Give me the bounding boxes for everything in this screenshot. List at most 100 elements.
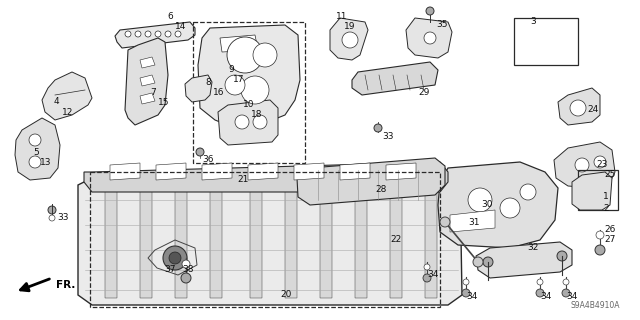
Text: 18: 18 xyxy=(251,110,262,119)
Circle shape xyxy=(165,31,171,37)
Polygon shape xyxy=(390,180,402,298)
Text: 7: 7 xyxy=(150,88,156,97)
Text: 34: 34 xyxy=(466,292,477,301)
Circle shape xyxy=(426,7,434,15)
Polygon shape xyxy=(202,163,232,180)
Text: 6: 6 xyxy=(167,12,173,21)
Text: 29: 29 xyxy=(418,88,429,97)
Text: 11: 11 xyxy=(336,12,348,21)
Circle shape xyxy=(145,31,151,37)
Circle shape xyxy=(342,32,358,48)
Circle shape xyxy=(520,184,536,200)
Polygon shape xyxy=(248,163,278,180)
Text: 13: 13 xyxy=(40,158,51,167)
Text: 32: 32 xyxy=(527,243,538,252)
Circle shape xyxy=(594,156,606,168)
Text: 15: 15 xyxy=(158,98,170,107)
Text: 3: 3 xyxy=(530,17,536,26)
Polygon shape xyxy=(125,38,168,125)
Circle shape xyxy=(468,188,492,212)
Polygon shape xyxy=(355,180,367,298)
Polygon shape xyxy=(218,100,278,145)
Polygon shape xyxy=(220,35,258,52)
Polygon shape xyxy=(386,163,416,180)
Text: 34: 34 xyxy=(540,292,552,301)
Polygon shape xyxy=(352,62,438,95)
Text: 23: 23 xyxy=(596,160,607,169)
Text: 31: 31 xyxy=(468,218,479,227)
Polygon shape xyxy=(15,118,60,180)
Circle shape xyxy=(537,279,543,285)
Polygon shape xyxy=(198,25,300,128)
Circle shape xyxy=(181,273,191,283)
Circle shape xyxy=(562,289,570,297)
Polygon shape xyxy=(450,210,495,232)
Text: 30: 30 xyxy=(481,200,493,209)
Polygon shape xyxy=(110,163,140,180)
Bar xyxy=(193,22,305,163)
Text: 17: 17 xyxy=(233,75,244,84)
Circle shape xyxy=(374,124,382,132)
Bar xyxy=(578,170,618,210)
Circle shape xyxy=(29,156,41,168)
Text: 5: 5 xyxy=(33,148,39,157)
Text: 35: 35 xyxy=(436,20,447,29)
Circle shape xyxy=(29,134,41,146)
Polygon shape xyxy=(438,162,558,248)
Polygon shape xyxy=(572,172,612,210)
Circle shape xyxy=(463,279,469,285)
Polygon shape xyxy=(294,163,324,180)
Text: 20: 20 xyxy=(280,290,291,299)
Polygon shape xyxy=(476,242,572,278)
Text: 26: 26 xyxy=(604,225,616,234)
Text: 24: 24 xyxy=(587,105,598,114)
Polygon shape xyxy=(406,18,452,58)
Circle shape xyxy=(169,252,181,264)
Circle shape xyxy=(196,148,204,156)
Circle shape xyxy=(557,251,567,261)
Circle shape xyxy=(225,75,245,95)
Circle shape xyxy=(253,115,267,129)
Polygon shape xyxy=(140,93,155,104)
Circle shape xyxy=(253,43,277,67)
Polygon shape xyxy=(554,142,615,188)
Polygon shape xyxy=(84,162,448,192)
Circle shape xyxy=(48,206,56,214)
Polygon shape xyxy=(78,168,462,305)
Polygon shape xyxy=(42,72,92,120)
Circle shape xyxy=(49,215,55,221)
Circle shape xyxy=(440,217,450,227)
Text: 33: 33 xyxy=(57,213,68,222)
Polygon shape xyxy=(210,180,222,298)
Text: 34: 34 xyxy=(566,292,577,301)
Text: 33: 33 xyxy=(382,132,394,141)
Circle shape xyxy=(596,231,604,239)
Polygon shape xyxy=(115,22,195,48)
Text: S9A4B4910A: S9A4B4910A xyxy=(570,301,620,310)
Circle shape xyxy=(235,115,249,129)
Polygon shape xyxy=(330,18,368,60)
Circle shape xyxy=(135,31,141,37)
Polygon shape xyxy=(140,180,152,298)
Text: 27: 27 xyxy=(604,235,616,244)
Text: 10: 10 xyxy=(243,100,255,109)
Circle shape xyxy=(575,158,589,172)
Polygon shape xyxy=(340,163,370,180)
Circle shape xyxy=(175,31,181,37)
Circle shape xyxy=(182,260,190,268)
Polygon shape xyxy=(185,75,212,102)
Circle shape xyxy=(241,76,269,104)
Text: 12: 12 xyxy=(62,108,74,117)
Text: 4: 4 xyxy=(54,97,60,106)
Circle shape xyxy=(462,289,470,297)
Text: 16: 16 xyxy=(213,88,225,97)
Text: 2: 2 xyxy=(603,204,609,213)
Circle shape xyxy=(570,100,586,116)
Text: 8: 8 xyxy=(205,78,211,87)
Circle shape xyxy=(424,264,430,270)
Circle shape xyxy=(227,37,263,73)
Text: 34: 34 xyxy=(427,270,438,279)
Text: 28: 28 xyxy=(375,185,387,194)
Polygon shape xyxy=(558,88,600,125)
Circle shape xyxy=(483,257,493,267)
